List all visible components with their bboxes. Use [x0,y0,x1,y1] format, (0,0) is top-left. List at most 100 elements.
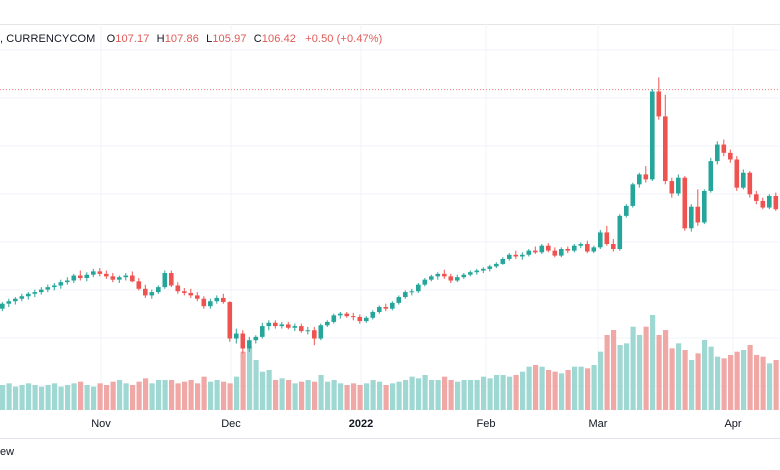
candle-body[interactable] [240,333,246,349]
candle-body[interactable] [169,273,174,286]
candle-body[interactable] [149,292,155,296]
candle-body[interactable] [533,250,538,253]
candle-body[interactable] [247,340,252,349]
candle-body[interactable] [630,184,636,206]
candle-body[interactable] [559,249,564,256]
candle-body[interactable] [227,302,233,339]
candle-body[interactable] [448,276,454,281]
candle-body[interactable] [338,313,343,316]
candle-body[interactable] [292,326,298,328]
candle-body[interactable] [442,273,447,277]
candle-body[interactable] [500,258,506,264]
candle-body[interactable] [45,287,51,290]
candle-body[interactable] [468,272,473,275]
candle-body[interactable] [13,298,18,302]
candle-body[interactable] [234,333,239,339]
candle-body[interactable] [84,274,90,279]
candle-body[interactable] [117,277,122,280]
candle-body[interactable] [130,275,135,282]
candle-body[interactable] [110,276,116,280]
candle-body[interactable] [208,301,213,307]
candle-body[interactable] [19,296,25,299]
candle-body[interactable] [741,172,746,188]
candle-body[interactable] [676,177,681,194]
candle-body[interactable] [162,273,168,288]
candle-body[interactable] [513,254,519,257]
candle-body[interactable] [520,254,525,257]
candle-body[interactable] [39,289,44,293]
candle-body[interactable] [195,295,200,299]
candle-body[interactable] [52,285,57,288]
candle-body[interactable] [604,232,610,245]
candle-body[interactable] [572,245,577,251]
candle-body[interactable] [175,285,181,292]
candle-body[interactable] [416,284,421,292]
candle-body[interactable] [286,324,291,328]
candle-body[interactable] [32,292,38,294]
candle-body[interactable] [481,268,486,271]
candle-body[interactable] [624,205,629,216]
candle-body[interactable] [299,326,304,332]
candle-body[interactable] [253,336,259,341]
candle-body[interactable] [773,195,779,210]
candle-body[interactable] [702,190,707,223]
candle-body[interactable] [650,91,655,180]
candle-body[interactable] [318,325,324,339]
candle-body[interactable] [331,315,337,322]
candle-body[interactable] [344,313,350,317]
candle-body[interactable] [715,144,720,162]
candle-body[interactable] [6,301,12,304]
candle-body[interactable] [754,194,759,201]
candle-body[interactable] [403,292,408,298]
candle-body[interactable] [383,307,389,309]
candle-body[interactable] [461,274,467,278]
candle-body[interactable] [656,91,662,117]
candle-body[interactable] [221,297,226,303]
candle-body[interactable] [370,312,376,318]
candle-body[interactable] [65,280,70,283]
candle-body[interactable] [104,273,109,277]
candle-body[interactable] [728,152,733,160]
candle-body[interactable] [585,244,590,252]
candle-body[interactable] [546,245,551,251]
candle-body[interactable] [767,195,772,208]
candle-body[interactable] [214,297,220,302]
candle-body[interactable] [526,250,532,255]
candle-body[interactable] [279,324,285,327]
candle-body[interactable] [143,288,148,296]
candle-body[interactable] [682,177,688,229]
candle-body[interactable] [591,247,597,252]
candle-body[interactable] [156,287,161,293]
candle-body[interactable] [91,271,96,275]
candle-body[interactable] [637,174,642,185]
candle-body[interactable] [617,215,623,249]
candle-body[interactable] [305,330,311,332]
candle-body[interactable] [539,245,545,253]
candle-body[interactable] [97,271,103,274]
candle-body[interactable] [123,275,129,278]
candle-body[interactable] [351,316,356,318]
candle-body[interactable] [312,330,317,339]
candle-body[interactable] [760,200,766,208]
candle-body[interactable] [734,159,740,188]
candle-body[interactable] [201,298,207,307]
candle-body[interactable] [58,282,64,286]
candle-body[interactable] [747,172,753,195]
candle-body[interactable] [266,322,272,327]
candle-body[interactable] [578,244,584,246]
candle-body[interactable] [507,254,512,259]
candle-body[interactable] [390,302,395,309]
candle-body[interactable] [494,263,499,267]
candle-body[interactable] [435,273,441,277]
candle-body[interactable] [429,276,434,280]
candle-body[interactable] [182,291,187,293]
candle-body[interactable] [78,275,83,279]
candle-body[interactable] [552,250,558,256]
candle-body[interactable] [357,316,363,322]
candle-body[interactable] [26,293,31,297]
candle-body[interactable] [325,321,330,326]
candle-body[interactable] [695,206,701,223]
candle-body[interactable] [260,326,265,337]
candle-body[interactable] [136,281,142,289]
candle-body[interactable] [708,161,714,191]
